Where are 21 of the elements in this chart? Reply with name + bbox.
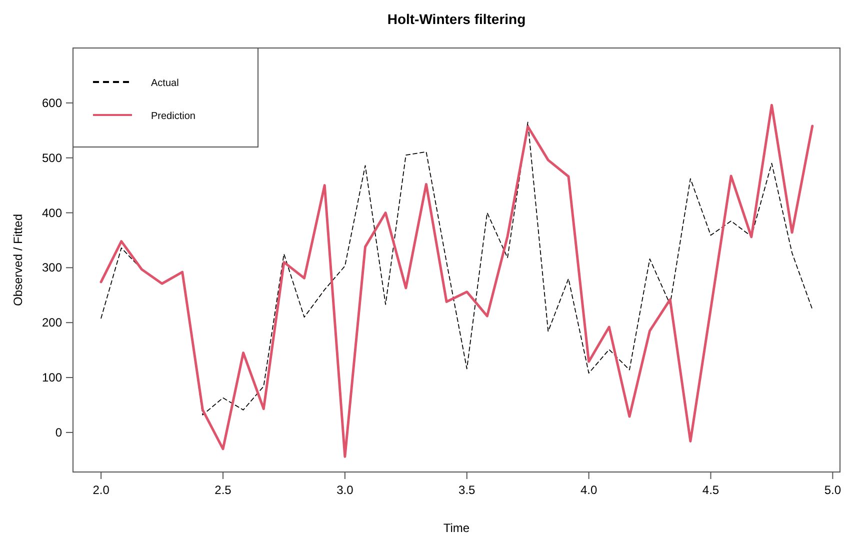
x-tick-label: 3.0: [336, 483, 354, 497]
chart-title: Holt-Winters filtering: [387, 11, 526, 27]
x-tick-label: 3.5: [458, 483, 476, 497]
legend-label: Prediction: [151, 111, 196, 122]
x-axis-title: Time: [443, 521, 470, 535]
x-tick-label: 4.5: [702, 483, 720, 497]
y-tick-label: 600: [42, 96, 62, 110]
y-tick-label: 100: [42, 370, 62, 385]
x-tick-label: 2.5: [214, 483, 232, 497]
y-tick-label: 300: [42, 260, 62, 275]
y-axis-title: Observed / Fitted: [11, 214, 25, 306]
y-tick-label: 0: [55, 425, 62, 440]
legend-label: Actual: [151, 78, 179, 89]
y-tick-label: 200: [42, 316, 62, 330]
y-tick-label: 400: [42, 206, 62, 220]
line-series: [100, 122, 813, 416]
line-series: [100, 104, 814, 458]
x-tick-label: 4.0: [580, 483, 598, 497]
x-tick-label: 2.0: [92, 483, 110, 497]
y-tick-label: 500: [42, 150, 62, 165]
x-tick-label: 5.0: [824, 483, 842, 497]
